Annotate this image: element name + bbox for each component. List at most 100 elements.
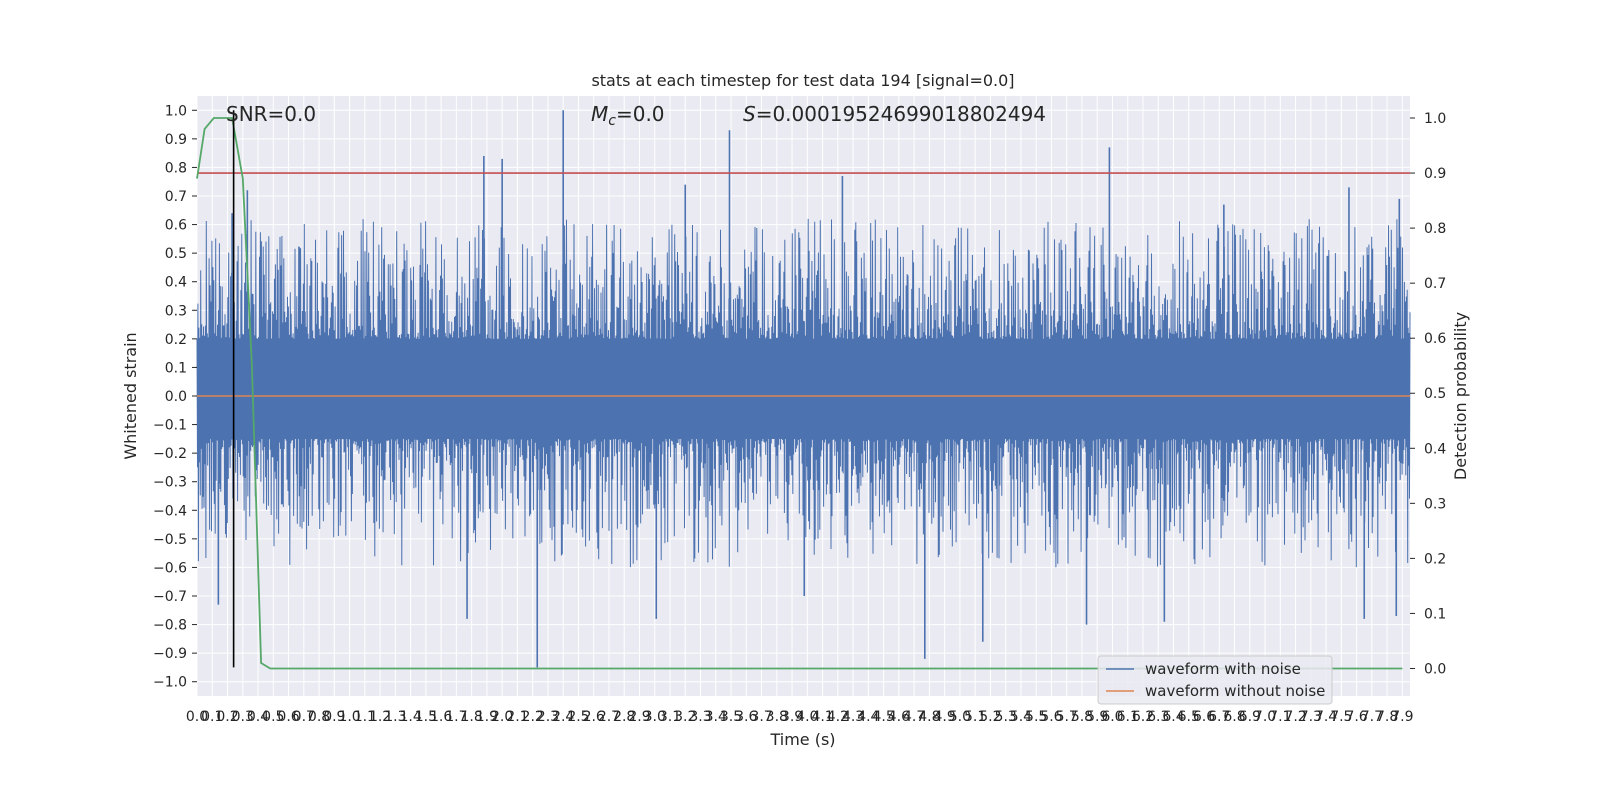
x-tick-label: 4.3 [842,709,864,725]
y-tick-label: −0.7 [153,589,187,605]
noise-dense-band [197,338,1410,439]
x-tick-label: 5.1 [964,709,986,725]
detection-probability-line [196,117,1403,670]
x-tick-label: 1.6 [430,709,452,725]
y-tick-label: 1.0 [165,103,187,119]
y-axis-label: Whitened strain [121,332,140,459]
x-tick-label: 5.5 [1025,709,1047,725]
y2-tick-label: 1.0 [1424,111,1446,127]
y-tick-label: 0.9 [165,132,187,148]
y2-tick-label: 0.2 [1424,551,1446,567]
x-tick-label: 6.6 [1193,709,1215,725]
waveform-with-noise-series [196,110,1411,668]
x-tick-label: 0.0 [186,709,208,725]
x-tick-label: 1.0 [338,709,360,725]
y-tick-label: 0.2 [165,332,187,348]
x-tick-label: 3.1 [659,709,681,725]
x-tick-label: 1.5 [415,709,437,725]
y-tick-label: 0.3 [165,303,187,319]
x-tick-label: 0.5 [262,709,284,725]
x-tick-label: 0.3 [232,709,254,725]
x-tick-label: 4.4 [857,709,879,725]
y-tick-label: 0.8 [165,160,187,176]
x-tick-label: 0.6 [277,709,299,725]
x-tick-label: 2.2 [522,709,544,725]
x-tick-label: 7.7 [1361,709,1383,725]
y-tick-label: 0.0 [165,389,187,405]
y-tick-label: 0.5 [165,246,187,262]
x-tick-label: 1.4 [399,709,421,725]
y2-tick-label: 0.5 [1424,386,1446,402]
x-tick-label: 4.6 [888,709,910,725]
y-tick-label: 0.6 [165,218,187,234]
s-annotation: S=0.00019524699018802494 [743,102,1046,126]
y-tick-label: 0.1 [165,360,187,376]
x-tick-label: 6.5 [1178,709,1200,725]
y-tick-label: −1.0 [153,675,187,691]
y2-tick-label: 0.0 [1424,661,1446,677]
x-tick-label: 7.2 [1284,709,1306,725]
x-tick-label: 6.9 [1239,709,1261,725]
legend-clean-label: waveform without noise [1145,682,1325,700]
x-axis-label: Time (s) [769,730,835,749]
x-tick-label: 0.9 [323,709,345,725]
x-tick-label: 2.9 [628,709,650,725]
x-tick-label: 2.8 [613,709,635,725]
x-tick-label: 4.2 [827,709,849,725]
x-tick-label: 3.6 [735,709,757,725]
x-tick-label: 3.7 [750,709,772,725]
x-tick-label: 6.8 [1223,709,1245,725]
x-tick-label: 4.1 [811,709,833,725]
y-tick-label: −0.4 [153,503,187,519]
y2-tick-label: 0.8 [1424,221,1446,237]
y-tick-label: −0.2 [153,446,187,462]
y2-tick-label: 0.7 [1424,276,1446,292]
x-tick-label: 5.9 [1086,709,1108,725]
x-tick-label: 7.6 [1345,709,1367,725]
right-y-axis-ticks: 1.0 0.9 0.8 0.7 0.6 0.5 0.4 0.3 0.2 0.1 0.0 [1410,111,1446,677]
x-tick-label: 5.0 [949,709,971,725]
x-tick-label: 7.3 [1300,709,1322,725]
x-tick-label: 4.0 [796,709,818,725]
x-tick-label: 4.9 [934,709,956,725]
x-tick-label: 1.7 [445,709,467,725]
y-tick-label: −0.8 [153,618,187,634]
x-tick-label: 0.8 [308,709,330,725]
x-tick-label: 4.5 [872,709,894,725]
x-tick-label: 2.0 [491,709,513,725]
x-tick-label: 2.6 [583,709,605,725]
x-tick-label: 7.0 [1254,709,1276,725]
x-tick-label: 6.0 [1101,709,1123,725]
x-tick-label: 5.4 [1010,709,1032,725]
x-tick-label: 6.2 [1132,709,1154,725]
y-tick-label: 0.7 [165,189,187,205]
x-tick-label: 6.1 [1117,709,1139,725]
mc-symbol: M [591,102,608,126]
x-tick-label: 0.7 [293,709,315,725]
x-tick-label: 7.1 [1269,709,1291,725]
y-tick-label: 0.4 [165,275,187,291]
x-tick-label: 3.8 [766,709,788,725]
x-tick-label: 6.4 [1162,709,1184,725]
y-tick-label: −0.5 [153,532,187,548]
x-tick-label: 6.7 [1208,709,1230,725]
x-tick-label: 5.2 [979,709,1001,725]
x-tick-label: 1.3 [384,709,406,725]
x-tick-label: 3.3 [689,709,711,725]
legend-box [1097,655,1333,705]
x-tick-label: 4.8 [918,709,940,725]
x-tick-label: 0.1 [201,709,223,725]
x-tick-label: 1.1 [354,709,376,725]
x-tick-label: 3.5 [720,709,742,725]
mc-value: =0.0 [616,102,665,126]
y2-axis-label: Detection probability [1451,312,1470,480]
y-tick-label: −0.6 [153,560,187,576]
legend: waveform with noise waveform without noi… [1097,655,1333,705]
chart-title: stats at each timestep for test data 194… [591,71,1014,90]
x-tick-label: 3.0 [644,709,666,725]
x-axis-ticks: 0.00.10.20.30.40.50.60.70.80.91.01.11.21… [186,709,1414,725]
snr-annotation: SNR=0.0 [226,102,316,126]
y2-tick-label: 0.1 [1424,606,1446,622]
y2-tick-label: 0.4 [1424,441,1446,457]
